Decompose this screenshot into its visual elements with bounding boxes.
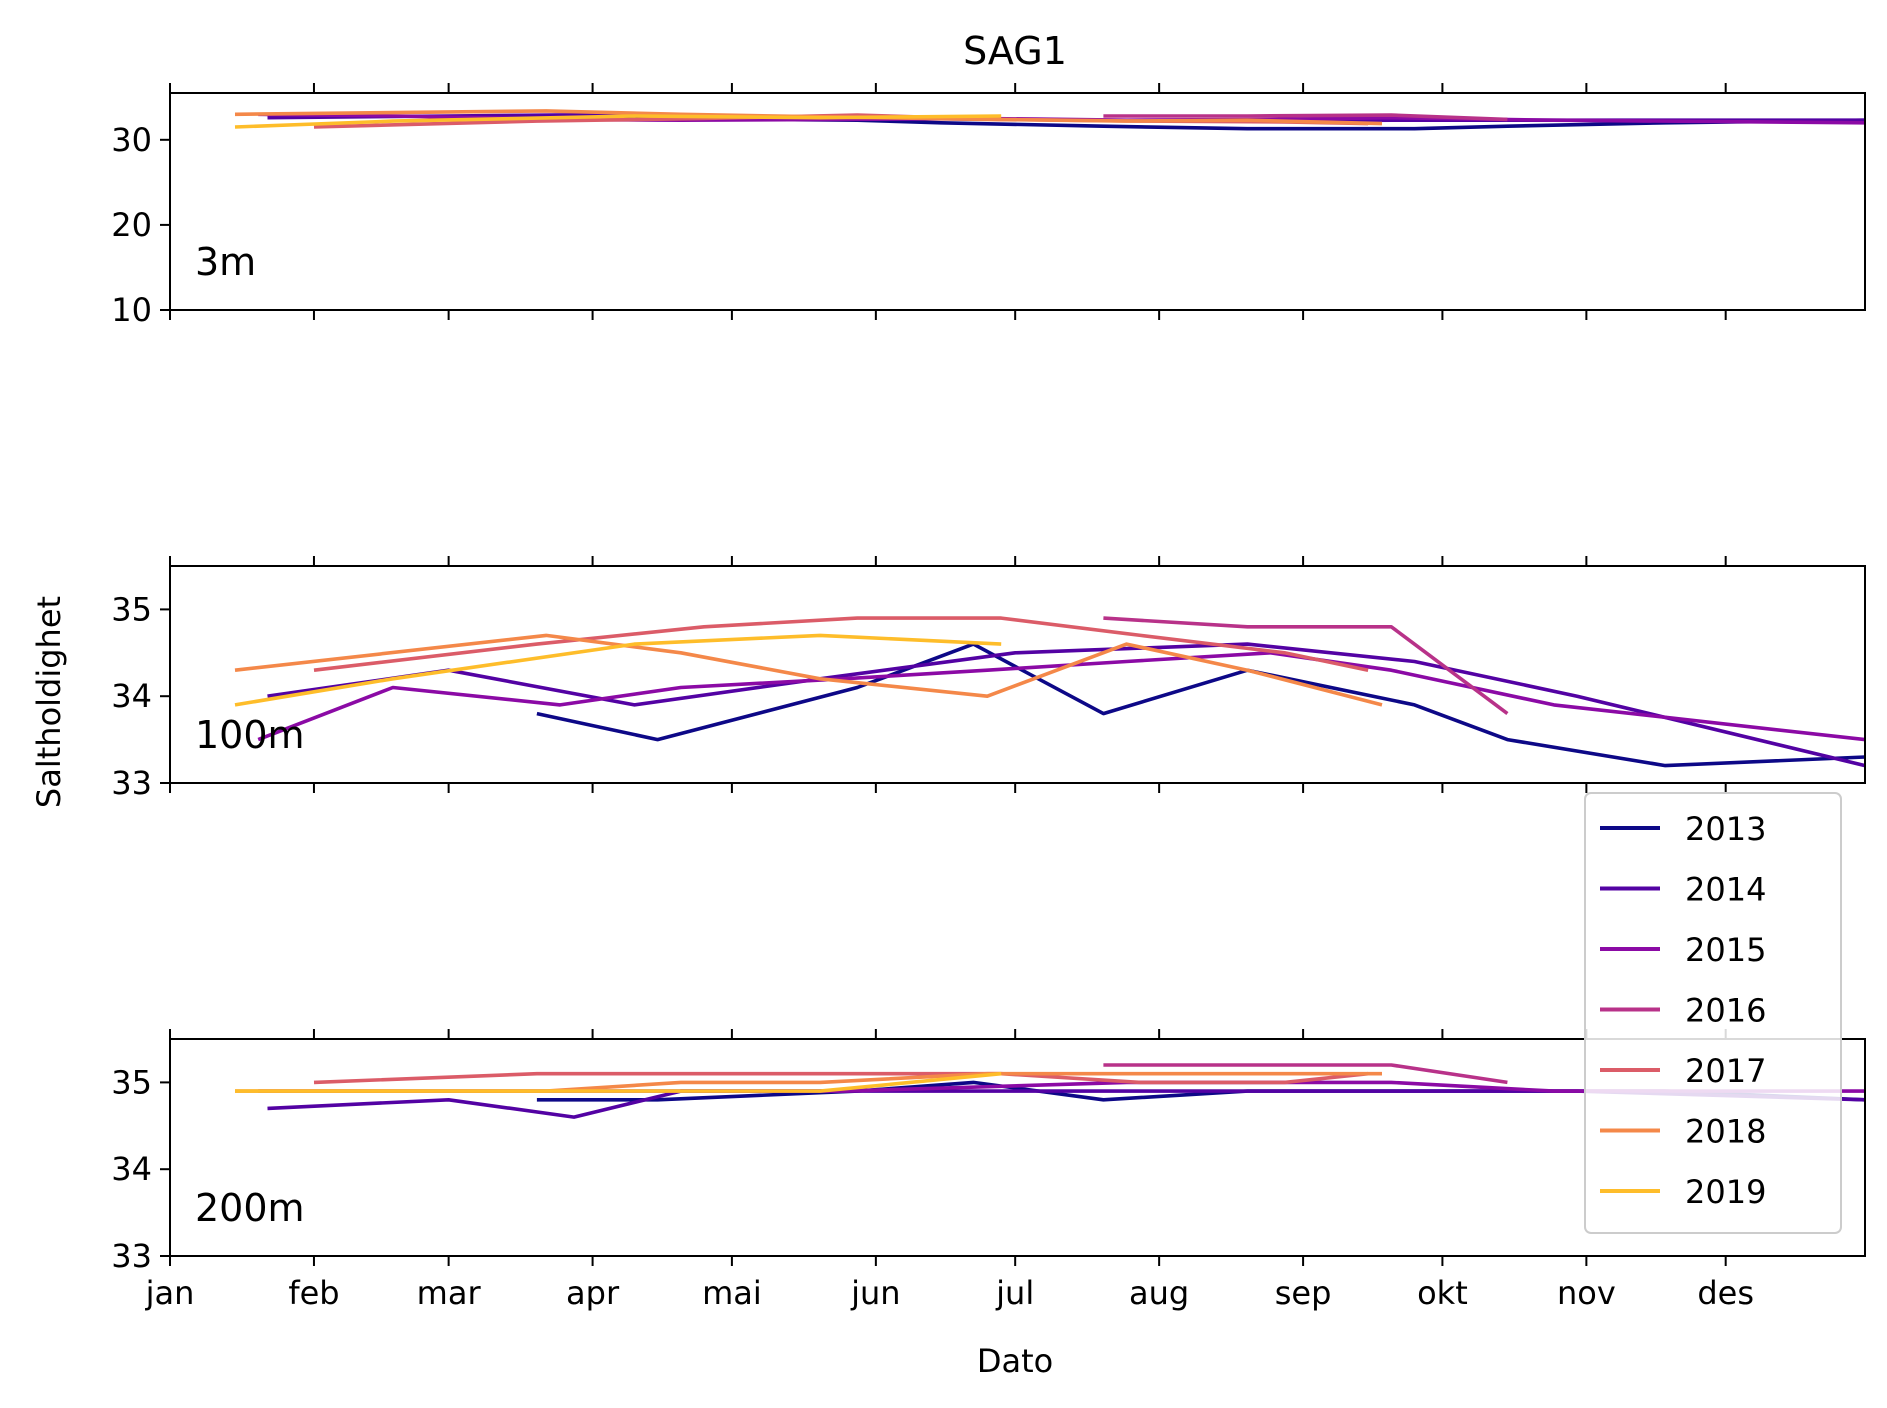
series-line-2016-200m [1103, 1063, 1508, 1085]
x-tick-label: jan [145, 1274, 195, 1312]
y-tick-label: 34 [111, 677, 152, 715]
series-line-2019-100m [234, 633, 1002, 707]
legend-box [1584, 792, 1842, 1234]
chart-title: SAG1 [963, 29, 1067, 73]
y-tick-label: 20 [111, 206, 152, 244]
x-axis-title: Dato [977, 1342, 1053, 1380]
panel-100m: 33 34 35 100m [111, 556, 1866, 802]
series-line-2017-200m [313, 1071, 1369, 1085]
series-line-2019-3m [234, 114, 1002, 129]
panel-frame [169, 92, 1866, 311]
legend-label-2015: 2015 [1685, 931, 1766, 969]
x-tick-label: aug [1129, 1274, 1189, 1312]
y-tick-label: 35 [111, 590, 152, 628]
series-line-2017-100m [313, 616, 1369, 672]
series-line-2014-200m [267, 1089, 1865, 1119]
x-tick-label: jun [850, 1274, 900, 1312]
x-tick-label: nov [1557, 1274, 1616, 1312]
x-tick-label: sep [1275, 1274, 1332, 1312]
y-tick-label: 33 [111, 764, 152, 802]
legend-label-2019: 2019 [1685, 1173, 1766, 1211]
legend: 2013 2014 2015 2016 2017 2018 2019 [1584, 792, 1842, 1234]
series-lines [234, 109, 1865, 131]
x-tick-label: apr [566, 1274, 620, 1312]
y-tick-label: 35 [111, 1063, 152, 1101]
legend-label-2016: 2016 [1685, 992, 1766, 1030]
series-line-2013-100m [536, 642, 1865, 768]
series-line-2016-100m [1103, 616, 1509, 716]
series-line-2015-100m [257, 650, 1865, 742]
x-tick-label: okt [1417, 1274, 1468, 1312]
y-tick-label: 34 [111, 1150, 152, 1188]
series-line-2014-100m [267, 642, 1865, 768]
panel-frame [169, 565, 1866, 784]
x-tick-label: mar [417, 1274, 482, 1312]
legend-label-2017: 2017 [1685, 1052, 1766, 1090]
panel-frame [169, 1038, 1866, 1257]
x-tick-label: des [1697, 1274, 1754, 1312]
y-tick-label: 33 [111, 1237, 152, 1275]
panels: 10 20 30 3m 33 34 35 100m 33 34 35 200m [111, 83, 1866, 1275]
panel-3m: 10 20 30 3m [111, 83, 1866, 329]
depth-label: 100m [195, 713, 305, 757]
series-line-2018-100m [234, 633, 1383, 707]
x-axis-tick-labels: jan feb mar apr mai jun jul aug sep okt nov des [145, 1274, 1754, 1312]
depth-label: 3m [195, 240, 256, 284]
series-lines [234, 616, 1865, 768]
y-tick-label: 30 [111, 121, 152, 159]
y-axis-title: Saltholdighet [30, 596, 68, 808]
series-line-2016-3m [1103, 113, 1508, 122]
legend-label-2018: 2018 [1685, 1113, 1766, 1151]
series-line-2019-200m [235, 1071, 1002, 1093]
legend-label-2014: 2014 [1685, 871, 1766, 909]
x-tick-label: jul [995, 1274, 1034, 1312]
depth-label: 200m [195, 1186, 305, 1230]
legend-label-2013: 2013 [1685, 810, 1766, 848]
x-tick-label: mai [702, 1274, 762, 1312]
x-tick-label: feb [288, 1274, 339, 1312]
y-tick-label: 10 [111, 291, 152, 329]
